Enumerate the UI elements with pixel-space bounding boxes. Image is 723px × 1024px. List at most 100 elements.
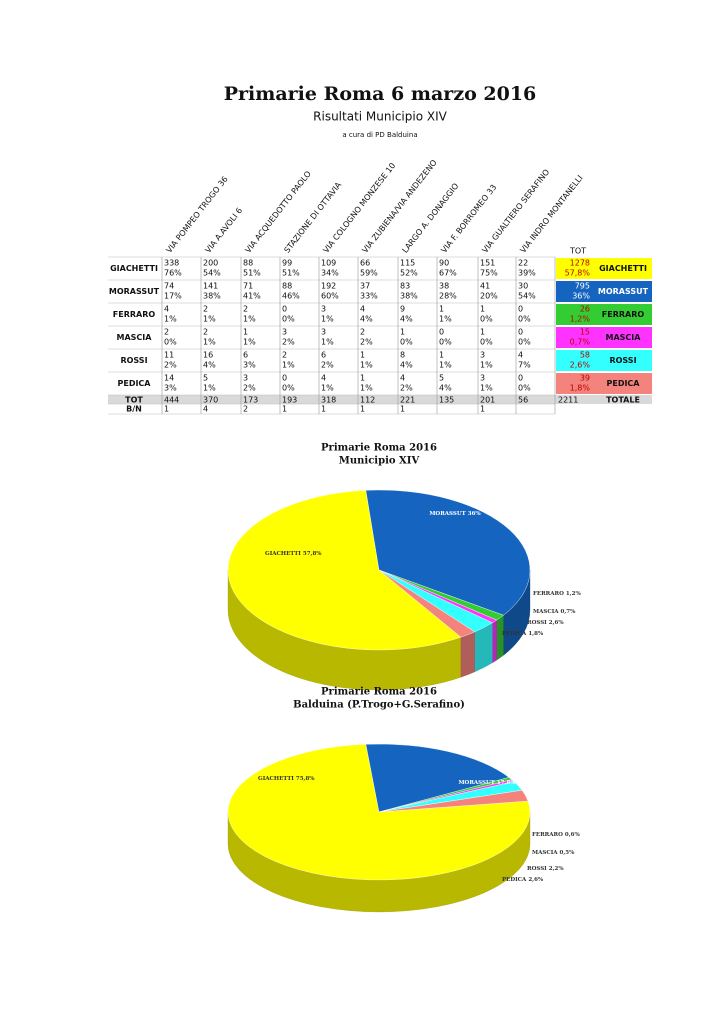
column-header: VIA GUALTIERO SERAFINO (480, 168, 551, 255)
vote-cell: 16 (203, 351, 213, 360)
slice-label-name: PEDICA (502, 631, 527, 637)
total-vote-cell: 318 (321, 396, 336, 405)
slice-label: FERRARO 1,2% (533, 591, 581, 597)
pct-cell: 1% (439, 361, 452, 370)
pct-cell: 60% (321, 292, 339, 301)
slice-label-name: GIACHETTI (258, 776, 294, 782)
total-vote-cell: 1 (282, 405, 287, 414)
vote-cell: 2 (164, 328, 169, 337)
row-name: ROSSI (120, 356, 147, 365)
credit: a cura di PD Balduina (342, 131, 417, 139)
slice-label: MASCIA 0,7% (533, 609, 576, 615)
pct-cell: 39% (518, 269, 536, 278)
total-vote-cell: 370 (203, 396, 218, 405)
pct-cell: 1% (203, 315, 216, 324)
pie-slice (378, 569, 476, 638)
pct-cell: 7% (518, 361, 531, 370)
pct-cell: 41% (243, 292, 261, 301)
pct-cell: 2% (321, 361, 334, 370)
vote-cell: 2 (203, 328, 208, 337)
vote-cell: 74 (164, 282, 174, 291)
slice-label: ROSSI 2,2% (527, 866, 564, 872)
total-pct-cell: 2,6% (570, 361, 591, 370)
total-vote-cell: 4 (203, 405, 208, 414)
total-pct-cell: 1,2% (570, 315, 591, 324)
pct-cell: 38% (203, 292, 221, 301)
pct-cell: 2% (400, 384, 413, 393)
slice-label-name: ROSSI (527, 866, 547, 872)
slice-label: FERRARO 0,6% (532, 832, 580, 838)
slice-label-name: FERRARO (533, 591, 564, 597)
pct-cell: 4% (439, 384, 452, 393)
candidate-label: ROSSI (609, 356, 636, 365)
vote-cell: 4 (164, 305, 169, 314)
pct-cell: 1% (480, 361, 493, 370)
grand-total: 2211 (558, 396, 578, 405)
total-cell: 795 (575, 282, 590, 291)
vote-cell: 30 (518, 282, 528, 291)
vote-cell: 11 (164, 351, 174, 360)
candidate-label: MASCIA (606, 333, 642, 342)
vote-cell: 41 (480, 282, 490, 291)
pct-cell: 2% (282, 338, 295, 347)
pct-cell: 3% (164, 384, 177, 393)
total-vote-cell: 1 (360, 405, 365, 414)
slice-label-name: ROSSI (527, 620, 547, 626)
vote-cell: 1 (243, 328, 248, 337)
total-cell: 1278 (570, 259, 590, 268)
vote-cell: 66 (360, 259, 370, 268)
pct-cell: 1% (439, 315, 452, 324)
vote-cell: 83 (400, 282, 410, 291)
pct-cell: 38% (400, 292, 418, 301)
pie-tops (227, 743, 531, 881)
vote-cell: 88 (243, 259, 253, 268)
slice-label: MORASSUT 36% (429, 511, 481, 517)
vote-cell: 2 (360, 328, 365, 337)
pct-cell: 0% (439, 338, 452, 347)
pct-cell: 1% (243, 338, 256, 347)
total-pct-cell: 1,8% (570, 384, 591, 393)
pct-cell: 1% (360, 361, 373, 370)
slice-label-value: 36% (468, 511, 482, 517)
title: Primarie Roma 6 marzo 2016 (224, 83, 537, 105)
vote-cell: 38 (439, 282, 449, 291)
column-header: VIA POMPEO TROGO 36 (164, 175, 229, 255)
total-pct-cell: 0,7% (570, 338, 591, 347)
grand-total-label: TOTALE (606, 396, 640, 405)
pct-cell: 1% (282, 361, 295, 370)
total-vote-cell: 1 (321, 405, 326, 414)
total-vote-cell: 221 (400, 396, 415, 405)
column-header: VIA ACQUEDOTTO PAOLO (243, 169, 312, 254)
pct-cell: 1% (321, 315, 334, 324)
pct-cell: 75% (480, 269, 498, 278)
column-header: VIA A.AVOLI 6 (203, 206, 244, 255)
candidate-label: MORASSUT (598, 287, 649, 296)
candidate-label: FERRARO (602, 310, 645, 319)
vote-cell: 88 (282, 282, 292, 291)
slice-side (492, 619, 497, 664)
vote-cell: 4 (360, 305, 365, 314)
vote-cell: 3 (480, 374, 485, 383)
pct-cell: 2% (360, 338, 373, 347)
total-vote-cell: 173 (243, 396, 258, 405)
chart-title: Primarie Roma 2016 (321, 687, 437, 698)
total-vote-cell: 444 (164, 396, 179, 405)
vote-cell: 6 (243, 351, 248, 360)
row-name: B/N (126, 405, 142, 414)
pct-cell: 51% (282, 269, 300, 278)
vote-cell: 9 (400, 305, 405, 314)
pie-tops (227, 489, 531, 651)
vote-cell: 6 (321, 351, 326, 360)
pct-cell: 0% (282, 315, 295, 324)
total-cell-bg (556, 304, 652, 325)
pct-cell: 1% (360, 384, 373, 393)
total-cell-bg (556, 258, 652, 279)
total-pct-cell: 57,8% (565, 269, 591, 278)
candidate-label: PEDICA (606, 379, 640, 388)
pct-cell: 0% (518, 315, 531, 324)
chart-title: Primarie Roma 2016 (321, 443, 437, 454)
vote-cell: 141 (203, 282, 218, 291)
vote-cell: 3 (480, 351, 485, 360)
slice-label-name: MASCIA (532, 850, 558, 856)
